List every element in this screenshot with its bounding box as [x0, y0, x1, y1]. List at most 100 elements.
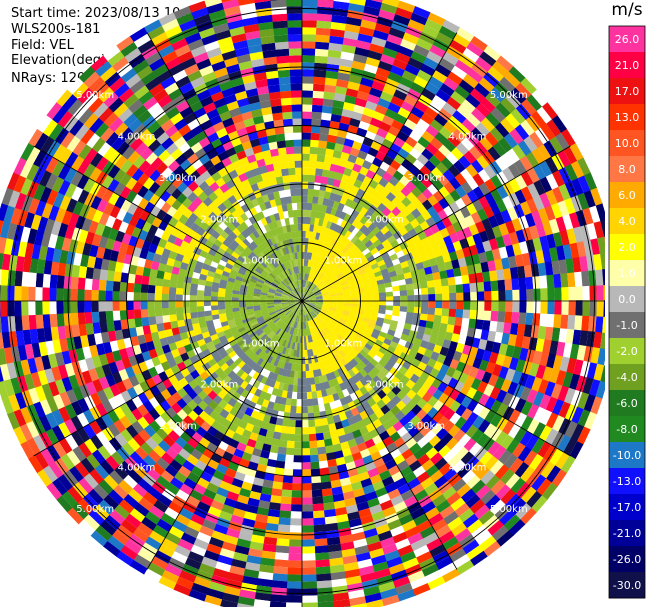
- ppi-gate: [301, 0, 318, 7]
- ppi-gate: [95, 185, 108, 200]
- ppi-gate: [51, 425, 66, 442]
- ppi-gate: [156, 518, 173, 533]
- ppi-gate: [375, 486, 389, 498]
- ppi-gate: [103, 386, 115, 401]
- ppi-gate: [362, 227, 372, 237]
- ppi-gate: [276, 453, 287, 462]
- ppi-gate: [229, 269, 238, 276]
- ppi-gate: [218, 371, 228, 381]
- ppi-gate: [356, 419, 367, 430]
- ppi-gate: [295, 314, 299, 322]
- ppi-gate: [384, 458, 398, 470]
- ppi-gate: [253, 151, 264, 161]
- ppi-gate: [122, 113, 138, 128]
- ppi-gate: [92, 322, 101, 335]
- ppi-gate: [290, 90, 302, 98]
- ppi-gate: [292, 306, 298, 312]
- ppi-gate: [572, 256, 582, 273]
- ppi-gate: [487, 519, 505, 536]
- ppi-gate: [260, 106, 273, 116]
- ppi-gate: [456, 292, 464, 301]
- ppi-gate: [241, 315, 249, 321]
- ppi-gate: [237, 326, 246, 333]
- ppi-gate: [120, 428, 134, 443]
- ppi-gate: [100, 331, 110, 344]
- ppi-gate: [151, 126, 165, 140]
- ppi-gate: [415, 261, 425, 271]
- ppi-gate: [225, 63, 241, 75]
- ppi-gate: [109, 340, 119, 353]
- ppi-gate: [222, 198, 232, 209]
- ppi-gate: [399, 124, 413, 137]
- ppi-gate: [105, 280, 114, 292]
- ppi-gate: [107, 51, 125, 67]
- ppi-gate: [307, 321, 311, 329]
- ppi-gate: [302, 581, 318, 589]
- ppi-gate: [205, 225, 215, 236]
- ppi-gate: [129, 451, 144, 466]
- ppi-gate: [288, 284, 294, 291]
- ppi-gate: [327, 458, 338, 468]
- ppi-gate: [348, 283, 357, 289]
- ppi-gate: [286, 268, 291, 276]
- ppi-gate: [287, 433, 296, 442]
- ppi-gate: [324, 515, 338, 525]
- ppi-gate: [242, 345, 250, 353]
- ppi-gate: [239, 212, 249, 222]
- ppi-gate: [255, 585, 273, 595]
- ppi-gate: [339, 196, 348, 205]
- ppi-gate: [173, 136, 187, 149]
- ppi-gate: [281, 271, 287, 279]
- ppi-gate: [77, 498, 95, 515]
- ppi-gate: [206, 165, 218, 177]
- ppi-gate: [500, 209, 512, 223]
- ppi-gate: [437, 173, 450, 187]
- ppi-gate: [348, 74, 362, 84]
- ppi-gate: [498, 289, 506, 301]
- ppi-gate: [97, 142, 112, 158]
- ppi-gate: [184, 318, 193, 327]
- ppi-gate: [332, 200, 340, 210]
- ppi-gate: [307, 328, 312, 336]
- ppi-gate: [322, 292, 330, 296]
- ppi-gate: [250, 410, 260, 420]
- ppi-gate: [263, 354, 271, 362]
- ppi-gate: [152, 339, 162, 350]
- ppi-gate: [302, 329, 304, 337]
- ppi-gate: [354, 278, 363, 284]
- ppi-gate: [142, 177, 155, 190]
- ppi-gate: [280, 314, 287, 320]
- ppi-gate: [602, 268, 605, 286]
- ppi-gate: [282, 482, 293, 491]
- ppi-gate: [254, 592, 272, 602]
- ppi-gate: [267, 170, 276, 179]
- ppi-gate: [284, 376, 291, 385]
- ppi-gate: [247, 44, 263, 54]
- ppi-gate: [221, 173, 232, 184]
- ppi-gate: [495, 198, 508, 213]
- ppi-gate: [82, 346, 92, 360]
- ppi-gate: [28, 272, 37, 288]
- ppi-gate: [158, 544, 176, 558]
- ppi-gate: [263, 536, 278, 546]
- ppi-gate: [378, 292, 387, 297]
- ppi-gate: [262, 113, 274, 123]
- ppi-gate: [299, 307, 302, 315]
- ppi-gate: [368, 388, 378, 398]
- ppi-gate: [153, 445, 167, 458]
- ppi-gate: [199, 321, 208, 329]
- ppi-gate: [402, 557, 420, 570]
- ppi-gate: [288, 260, 293, 268]
- ppi-gate: [0, 236, 7, 255]
- ppi-gate: [375, 523, 391, 535]
- ppi-gate: [463, 150, 477, 164]
- ppi-gate: [291, 490, 303, 498]
- ppi-gate: [256, 316, 264, 322]
- ppi-gate: [545, 189, 558, 206]
- ppi-gate: [475, 242, 486, 254]
- ppi-gate: [372, 393, 382, 404]
- ppi-gate: [133, 283, 142, 293]
- ppi-gate: [275, 328, 282, 336]
- ppi-gate: [247, 176, 257, 186]
- ppi-gate: [101, 225, 112, 239]
